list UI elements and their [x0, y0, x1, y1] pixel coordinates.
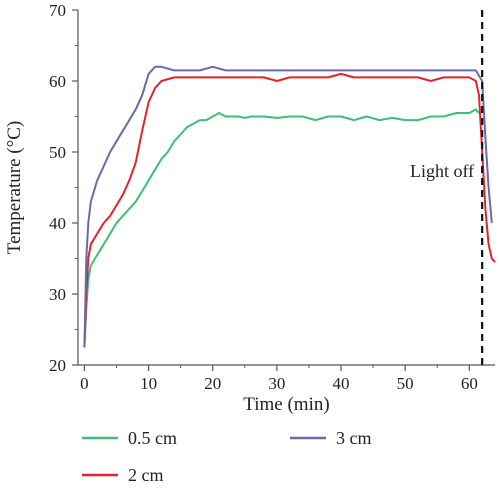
- axis-ticks: 0 10 20 30 40 50 60 20 30 40 50 60 70: [49, 1, 478, 393]
- y-tick-label: 40: [49, 214, 66, 233]
- series-lines: [83, 65, 496, 348]
- y-axis-title: Temperature (°C): [4, 121, 25, 254]
- series-line-3-cm: [83, 65, 493, 348]
- y-tick-label: 70: [49, 1, 66, 20]
- y-tick-label: 60: [49, 72, 66, 91]
- x-tick-label: 30: [268, 374, 285, 393]
- y-tick-label: 30: [49, 285, 66, 304]
- legend-label-3-cm: 3 cm: [336, 428, 372, 448]
- x-tick-label: 40: [333, 374, 350, 393]
- x-tick-label: 10: [140, 374, 157, 393]
- legend-label-0-5-cm: 0.5 cm: [128, 428, 177, 448]
- x-tick-label: 20: [204, 374, 221, 393]
- x-tick-label: 50: [397, 374, 414, 393]
- plot-frame: [77, 10, 495, 366]
- y-tick-label: 50: [49, 143, 66, 162]
- y-tick-label: 20: [49, 356, 66, 375]
- x-axis-title: Time (min): [243, 394, 329, 415]
- legend-label-2-cm: 2 cm: [128, 465, 164, 485]
- light-off-label: Light off: [410, 161, 474, 181]
- light-off-annotation: Light off: [410, 10, 484, 365]
- x-tick-label: 0: [80, 374, 89, 393]
- series-line-0-5-cm: [83, 108, 480, 348]
- x-tick-label: 60: [461, 374, 478, 393]
- series-line-2-cm: [83, 72, 496, 348]
- legend: 0.5 cm 2 cm 3 cm: [82, 428, 372, 485]
